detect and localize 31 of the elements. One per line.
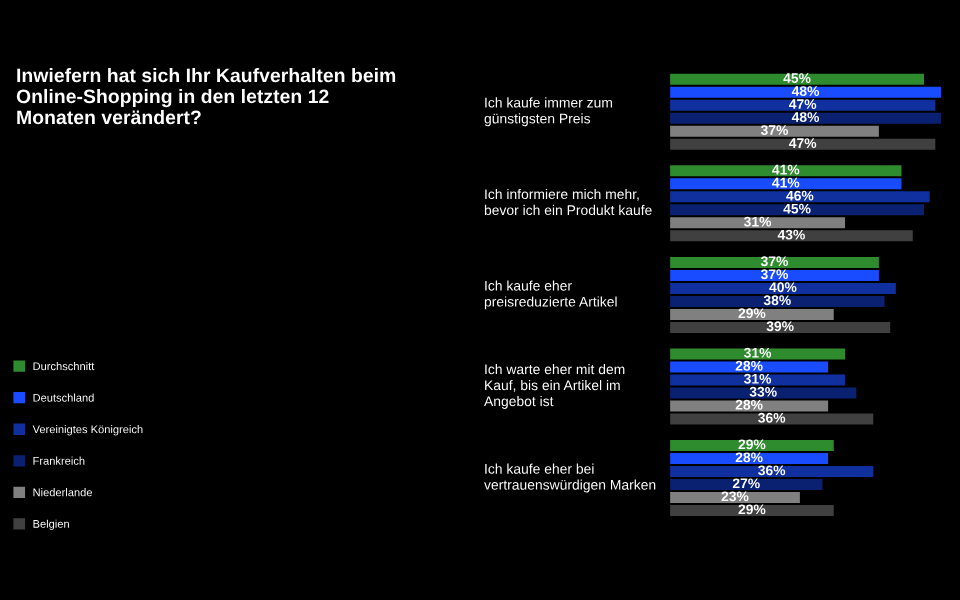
bar bbox=[670, 466, 874, 478]
bar bbox=[670, 479, 823, 491]
bar bbox=[670, 400, 829, 412]
bar bbox=[670, 112, 941, 124]
bar bbox=[670, 125, 879, 137]
bar bbox=[670, 165, 902, 177]
bar bbox=[670, 505, 834, 517]
bar bbox=[670, 282, 896, 294]
bar bbox=[670, 217, 846, 229]
bar bbox=[670, 374, 846, 386]
bar bbox=[670, 308, 834, 320]
bar bbox=[670, 361, 829, 373]
bar bbox=[670, 86, 941, 98]
bar bbox=[670, 204, 925, 216]
bar bbox=[670, 230, 913, 242]
bar bbox=[670, 413, 874, 425]
bar bbox=[670, 440, 834, 452]
bar bbox=[670, 256, 879, 268]
bar bbox=[670, 321, 891, 333]
bar bbox=[670, 191, 930, 203]
bar bbox=[670, 178, 902, 190]
bar bbox=[670, 99, 936, 111]
bar bbox=[670, 295, 885, 307]
bar bbox=[670, 348, 846, 360]
bar bbox=[670, 269, 879, 281]
bar bbox=[670, 73, 925, 85]
bar bbox=[670, 138, 936, 150]
bar bbox=[670, 492, 800, 504]
text: Inwiefern hat sich Ihr Kaufverhalten beim Online-Shopping in den letzten 12 Monaten verändert? bbox=[16, 68, 396, 125]
bar bbox=[670, 387, 857, 399]
bar bbox=[670, 453, 829, 465]
